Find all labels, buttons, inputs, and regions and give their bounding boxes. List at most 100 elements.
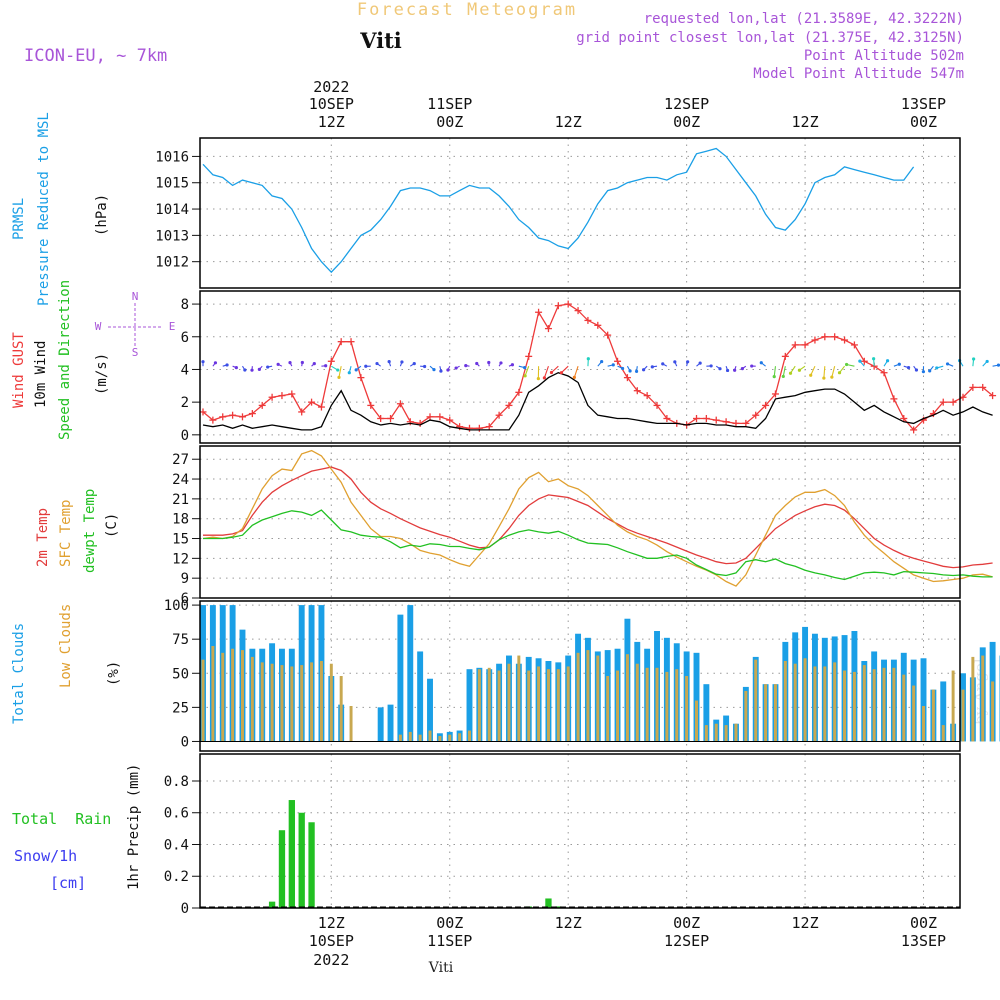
gust-marker (387, 414, 395, 422)
wind-arrow-head (733, 368, 737, 372)
wind-10m-label: 10m Wind (33, 341, 49, 408)
low-cloud-bar (734, 723, 738, 742)
low-cloud-bar (882, 667, 886, 742)
total-rain-label: Total Rain (12, 810, 111, 828)
low-cloud-bar (606, 676, 610, 742)
wind-arrow (822, 366, 826, 380)
gust-marker (801, 341, 809, 349)
top-time-hour: 00Z (673, 113, 700, 131)
wind-ytick-label: 6 (181, 330, 189, 346)
total-cloud-bar (940, 681, 947, 742)
model-altitude: Model Point Altitude 547m (753, 66, 964, 82)
rain-bar (555, 906, 562, 908)
low-cloud-bar (892, 667, 896, 742)
pressure-ytick-label: 1012 (155, 255, 189, 271)
wind-arrow-head (586, 357, 590, 361)
top-time-date: 12SEP (664, 95, 709, 113)
wind-arrow-head (523, 366, 527, 370)
gust-marker (485, 423, 493, 431)
wind-axis-title: Wind GUST 10m Wind Speed and Direction (… (11, 280, 175, 440)
top-time-hour: 12Z (555, 113, 582, 131)
gust-marker (209, 416, 217, 424)
gust-marker (752, 411, 760, 419)
gust-marker (939, 398, 947, 406)
wind-arrow-head (698, 361, 702, 365)
clouds-ytick-label: 100 (164, 598, 189, 614)
gust-marker (288, 390, 296, 398)
low-cloud-bar (793, 663, 797, 742)
low-cloud-bar (852, 671, 856, 742)
wind-arrow-head (797, 368, 802, 372)
low-cloud-bar (270, 663, 274, 742)
wind-arrow-head (523, 374, 527, 378)
low-cloud-bar (803, 658, 807, 742)
wind-arrow (311, 362, 316, 367)
wind-arrow (661, 362, 668, 367)
low-cloud-bar (507, 663, 511, 742)
wind-arrow-head (709, 364, 713, 368)
wind-arrow (276, 362, 283, 367)
wind-arrow (872, 357, 876, 367)
top-time-date: 11SEP (427, 95, 472, 113)
low-cloud-bar (438, 736, 442, 742)
clouds-ytick-label: 25 (172, 700, 189, 716)
wind-arrow-head (935, 366, 939, 370)
wind-arrow (935, 365, 944, 370)
wind-direction-arrows (201, 357, 1000, 381)
gust-marker (949, 398, 957, 406)
wind-arrow-head (234, 366, 238, 370)
wind-arrow (572, 366, 579, 379)
wind-arrow (992, 363, 1000, 367)
wind-arrow (475, 361, 480, 367)
top-time-label: 12Z (555, 113, 582, 131)
wind-arrow (626, 365, 632, 373)
low-cloud-bar (398, 734, 402, 742)
low-cloud-bar (319, 661, 323, 742)
gust-marker (396, 400, 404, 408)
low-cloud-bar (872, 669, 876, 742)
bottom-time-hour: 12Z (792, 914, 819, 932)
wind-arrow-head (872, 357, 876, 361)
low-cloud-bar (527, 670, 531, 742)
wind-arrow (242, 365, 247, 372)
wind-arrow (508, 363, 515, 367)
product-title: Forecast Meteogram (357, 0, 577, 20)
wind-frame (199, 290, 961, 444)
wind-arrow (518, 365, 527, 370)
low-cloud-bar (477, 669, 481, 742)
gust-marker (722, 418, 730, 426)
low-cloud-bar (773, 684, 777, 742)
pressure-unit: (hPa) (94, 194, 110, 236)
gust-marker (712, 416, 720, 424)
gust-marker (337, 338, 345, 346)
snow-unit-label: [cm] (50, 874, 86, 892)
wind-arrow-head (487, 360, 491, 365)
low-cloud-bar (941, 725, 945, 742)
temperature-ytick-label: 27 (172, 452, 189, 468)
gust-marker (544, 325, 552, 333)
wind-arrow (337, 366, 342, 379)
point-altitude: Point Altitude 502m (804, 48, 964, 64)
wind-arrow-head (336, 368, 340, 372)
wind-arrow-head (620, 366, 625, 371)
low-cloud-bar (695, 700, 698, 742)
bottom-time-date: 11SEP (427, 932, 472, 950)
low-cloud-bar (616, 670, 620, 742)
wind-arrow (883, 359, 890, 367)
clouds-ytick-label: 0 (181, 734, 189, 750)
total-cloud-bar (703, 684, 710, 742)
pressure-ytick-label: 1013 (155, 228, 189, 244)
low-cloud-bar (961, 689, 965, 742)
wind-arrow (650, 365, 658, 369)
gust-marker (515, 388, 523, 396)
wind-arrow (364, 364, 371, 368)
wind-arrow (858, 359, 865, 367)
wind-arrow (972, 357, 976, 367)
gust-marker (535, 308, 543, 316)
low-cloud-bar (931, 689, 935, 742)
gust-marker (742, 419, 750, 427)
wind-unit: (m/s) (94, 353, 110, 395)
